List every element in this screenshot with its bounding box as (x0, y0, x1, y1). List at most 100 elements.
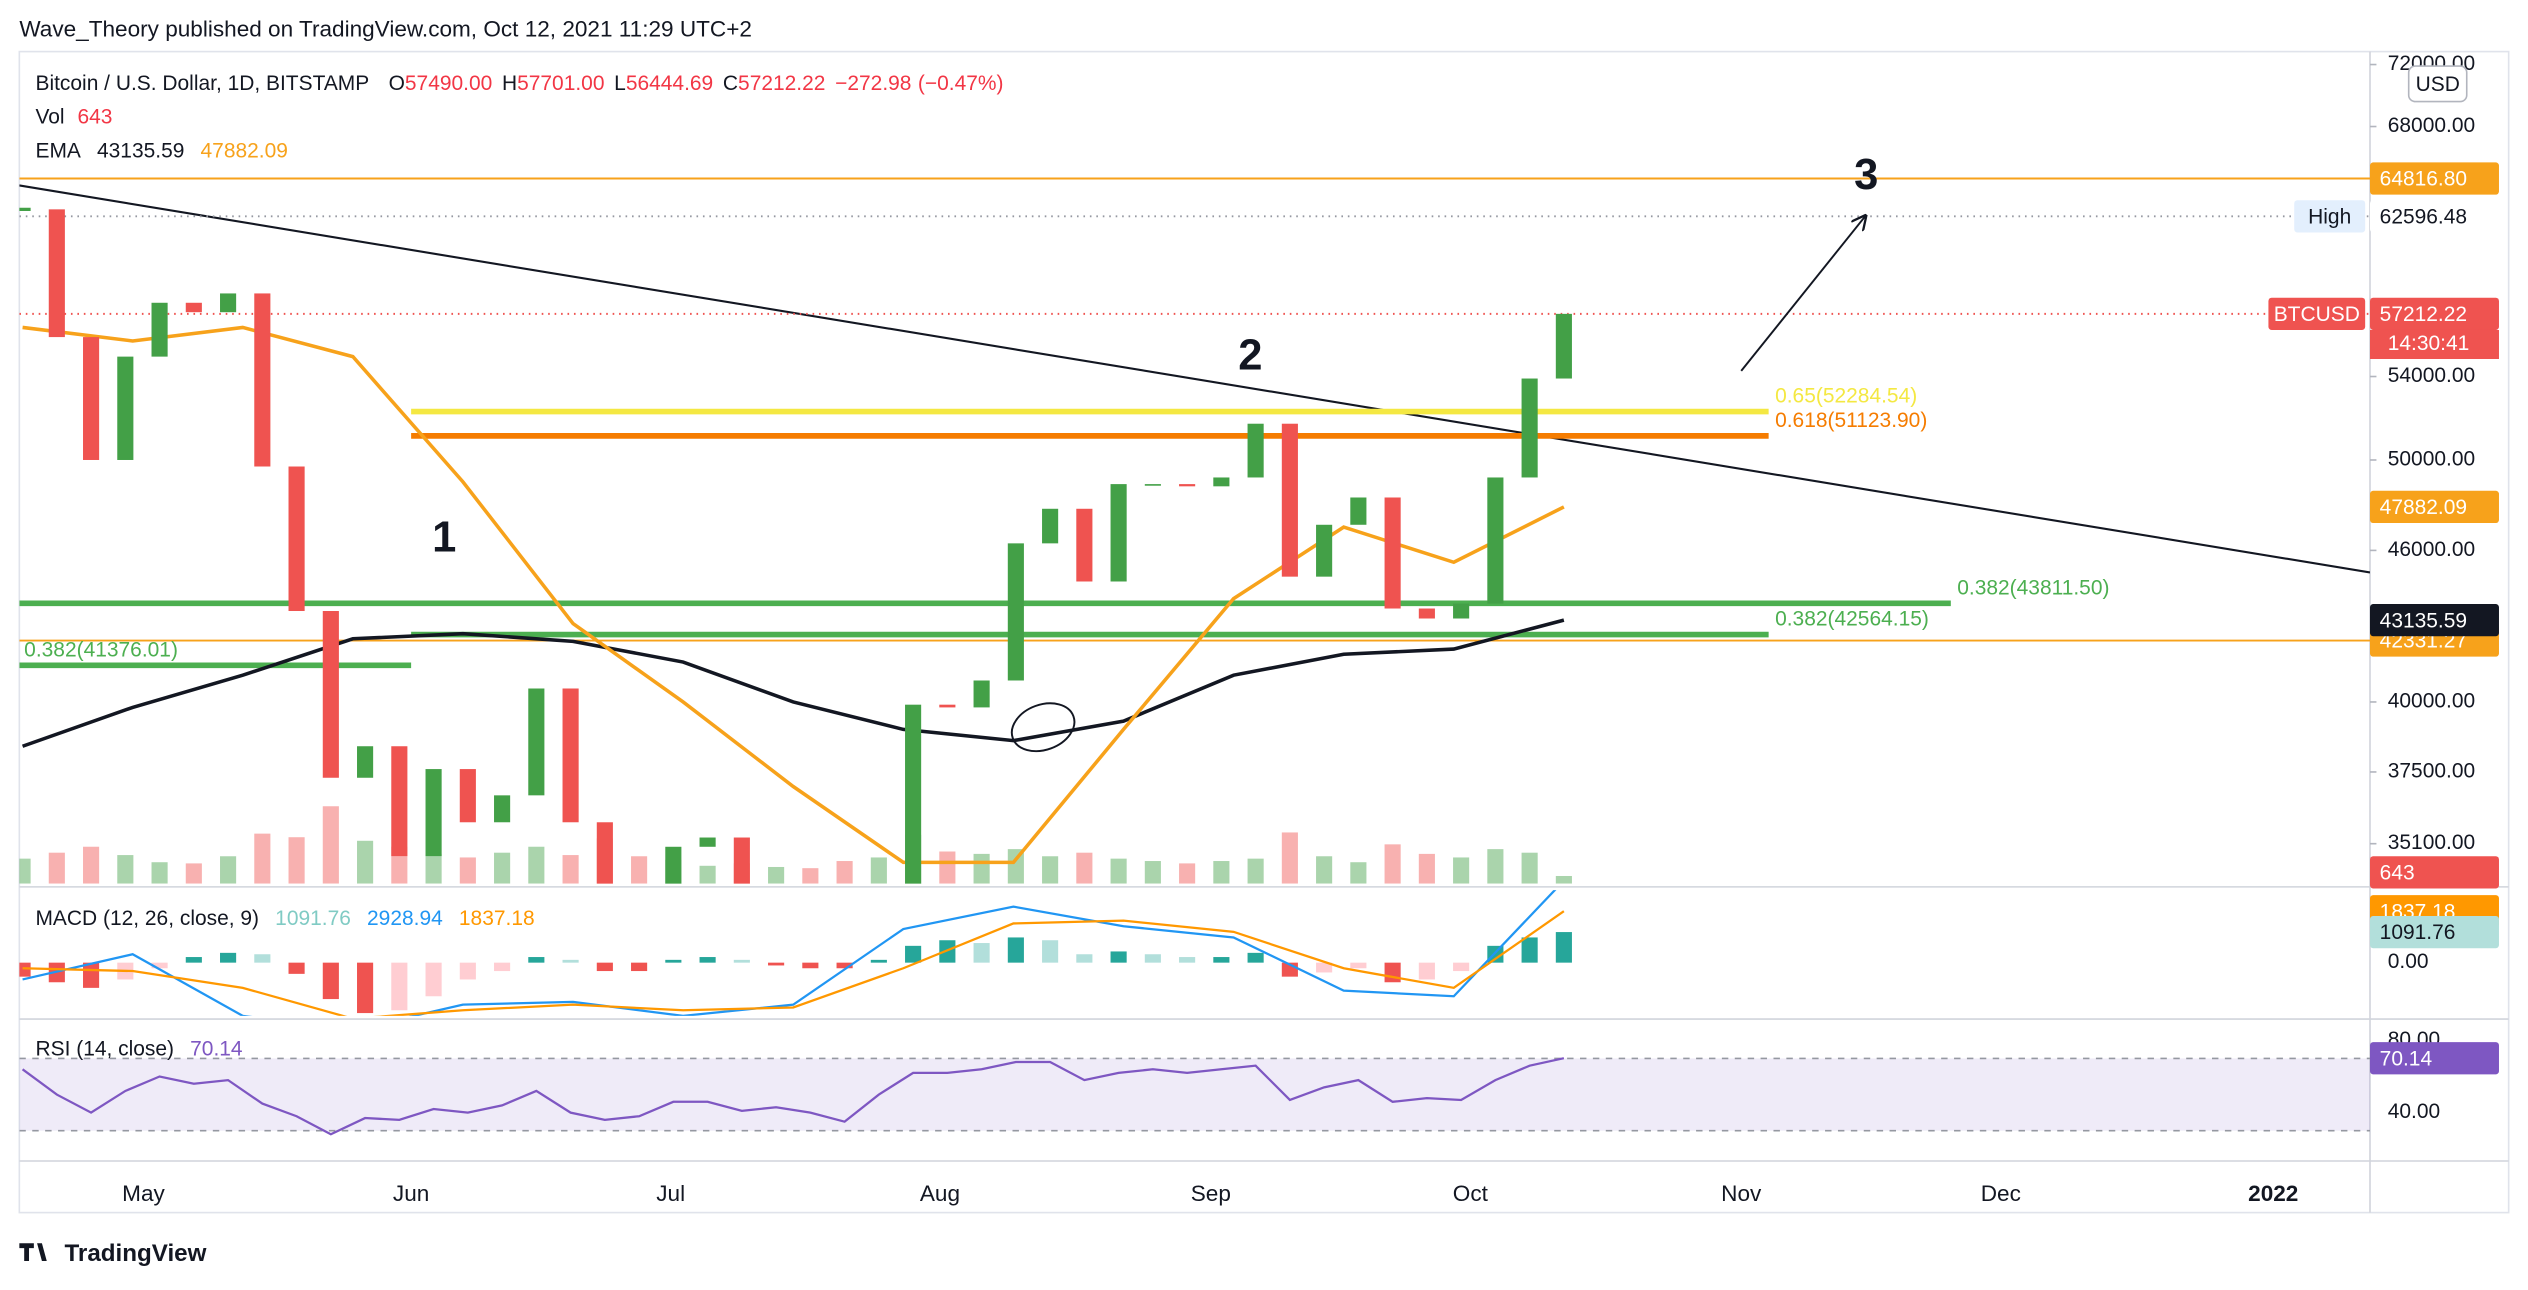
ema-value: 43135.59 (97, 139, 184, 162)
macd-histogram-bar (185, 957, 202, 963)
level-label-bg (2370, 297, 2499, 330)
x-tick-label: Jun (393, 1181, 429, 1206)
candle (1007, 543, 1024, 681)
volume-bar (1144, 861, 1161, 884)
macd-histogram-bar (254, 954, 271, 963)
volume-bar (699, 865, 716, 884)
candle (1179, 484, 1196, 487)
ohlc-key: H (502, 71, 517, 94)
macd-line (22, 890, 1557, 1016)
candle (1555, 313, 1572, 379)
macd-histogram-bar (1213, 957, 1230, 963)
macd-histogram-bar (288, 962, 305, 974)
candle (151, 302, 168, 357)
candle (1076, 508, 1093, 582)
rsi-band (19, 1058, 2370, 1131)
volume-bar (425, 853, 442, 884)
legend-line: EMA 43135.59 47882.09 (35, 139, 287, 162)
candle (1247, 423, 1264, 478)
level-label: 64816.80 (2380, 168, 2467, 191)
change-percent: (−0.47%) (918, 71, 1004, 94)
macd-histogram-bar (1110, 951, 1127, 963)
macd-histogram-bar (1007, 937, 1024, 963)
candle (1316, 524, 1333, 577)
candle (1281, 423, 1298, 577)
candle (733, 837, 750, 884)
macd-histogram-bar (1487, 945, 1504, 963)
histogram-label: 1091.76 (2380, 921, 2456, 944)
fib-label: 0.382(43811.50) (1957, 576, 2109, 599)
macd-histogram-bar (1453, 962, 1470, 972)
legend-line: Bitcoin / U.S. Dollar, 1D, BITSTAMP O5749… (35, 71, 1003, 94)
candle (1350, 497, 1367, 525)
macd-histogram-bar (151, 962, 168, 969)
volume-bar (939, 851, 956, 884)
volume-bar (802, 868, 819, 884)
legend: Bitcoin / U.S. Dollar, 1D, BITSTAMP O5749… (35, 71, 1003, 1060)
macd-histogram-bar (699, 957, 716, 963)
rsi-value: 70.14 (190, 1037, 243, 1060)
level-label: 62596.48 (2380, 205, 2467, 228)
candle (905, 704, 922, 884)
candle (220, 293, 237, 313)
volume-bar (836, 861, 853, 884)
histogram-label-bg (2370, 915, 2499, 949)
volume-bar (151, 862, 168, 884)
candle (185, 302, 202, 313)
candle (596, 822, 613, 884)
candle (254, 293, 271, 467)
x-tick-label: Sep (1191, 1181, 1231, 1206)
volume-title: Vol (35, 105, 64, 128)
volume-bar (1110, 858, 1127, 884)
volume-bar (562, 855, 579, 884)
level-tag: High (2308, 205, 2351, 228)
volume-bar (1453, 857, 1470, 884)
volume-bar (1316, 856, 1333, 884)
volume-bar (1076, 852, 1093, 884)
macd-histogram-bar (357, 962, 374, 1014)
volume-bar (1281, 832, 1298, 884)
candle (425, 769, 442, 857)
volume-bar (631, 856, 648, 884)
volume-value: 643 (78, 105, 113, 128)
macd-value: 2928.94 (367, 907, 443, 930)
fib-label: 0.65(52284.54) (1775, 385, 1917, 408)
macd-histogram-bar (1316, 962, 1333, 973)
macd-histogram-bar (1350, 962, 1367, 969)
x-tick-label: Dec (1981, 1181, 2021, 1206)
change: −272.98 (835, 71, 911, 94)
volume-bar (220, 856, 237, 884)
macd-histogram-bar (1247, 952, 1264, 963)
candle (1110, 484, 1127, 582)
legend-line: MACD (12, 26, close, 9) 1091.76 2928.94 183… (35, 907, 534, 930)
macd-histogram-bar (1179, 957, 1196, 963)
legend-line: RSI (14, close) 70.14 (35, 1037, 242, 1060)
candle (1521, 378, 1538, 478)
macd-histogram-bar (528, 957, 545, 963)
volume-bar (870, 857, 887, 884)
ema-title: EMA (35, 139, 80, 162)
y-tick-label: 68000.00 (2388, 114, 2475, 137)
trend-line (19, 184, 2370, 574)
y-tick-label: 40000.00 (2388, 689, 2475, 712)
level-label-bg (2370, 162, 2499, 195)
candle (1418, 608, 1435, 619)
macd-histogram-bar (973, 943, 990, 963)
x-tick-label: 2022 (2248, 1181, 2298, 1206)
volume-bar (288, 837, 305, 884)
ohlc-value: 57490.00 (405, 71, 492, 94)
volume-bar (528, 846, 545, 884)
countdown-bg (2370, 329, 2499, 360)
candle (459, 769, 476, 823)
macd-pane (19, 890, 1572, 1016)
candle (562, 688, 579, 823)
rsi-tick-label: 40.00 (2388, 1100, 2440, 1123)
macd-histogram-bar (768, 962, 785, 966)
candle (391, 746, 408, 857)
candle (288, 466, 305, 612)
ema-value: 47882.09 (201, 139, 288, 162)
candle (973, 680, 990, 708)
volume-bar (1521, 852, 1538, 884)
candle (1487, 477, 1504, 604)
